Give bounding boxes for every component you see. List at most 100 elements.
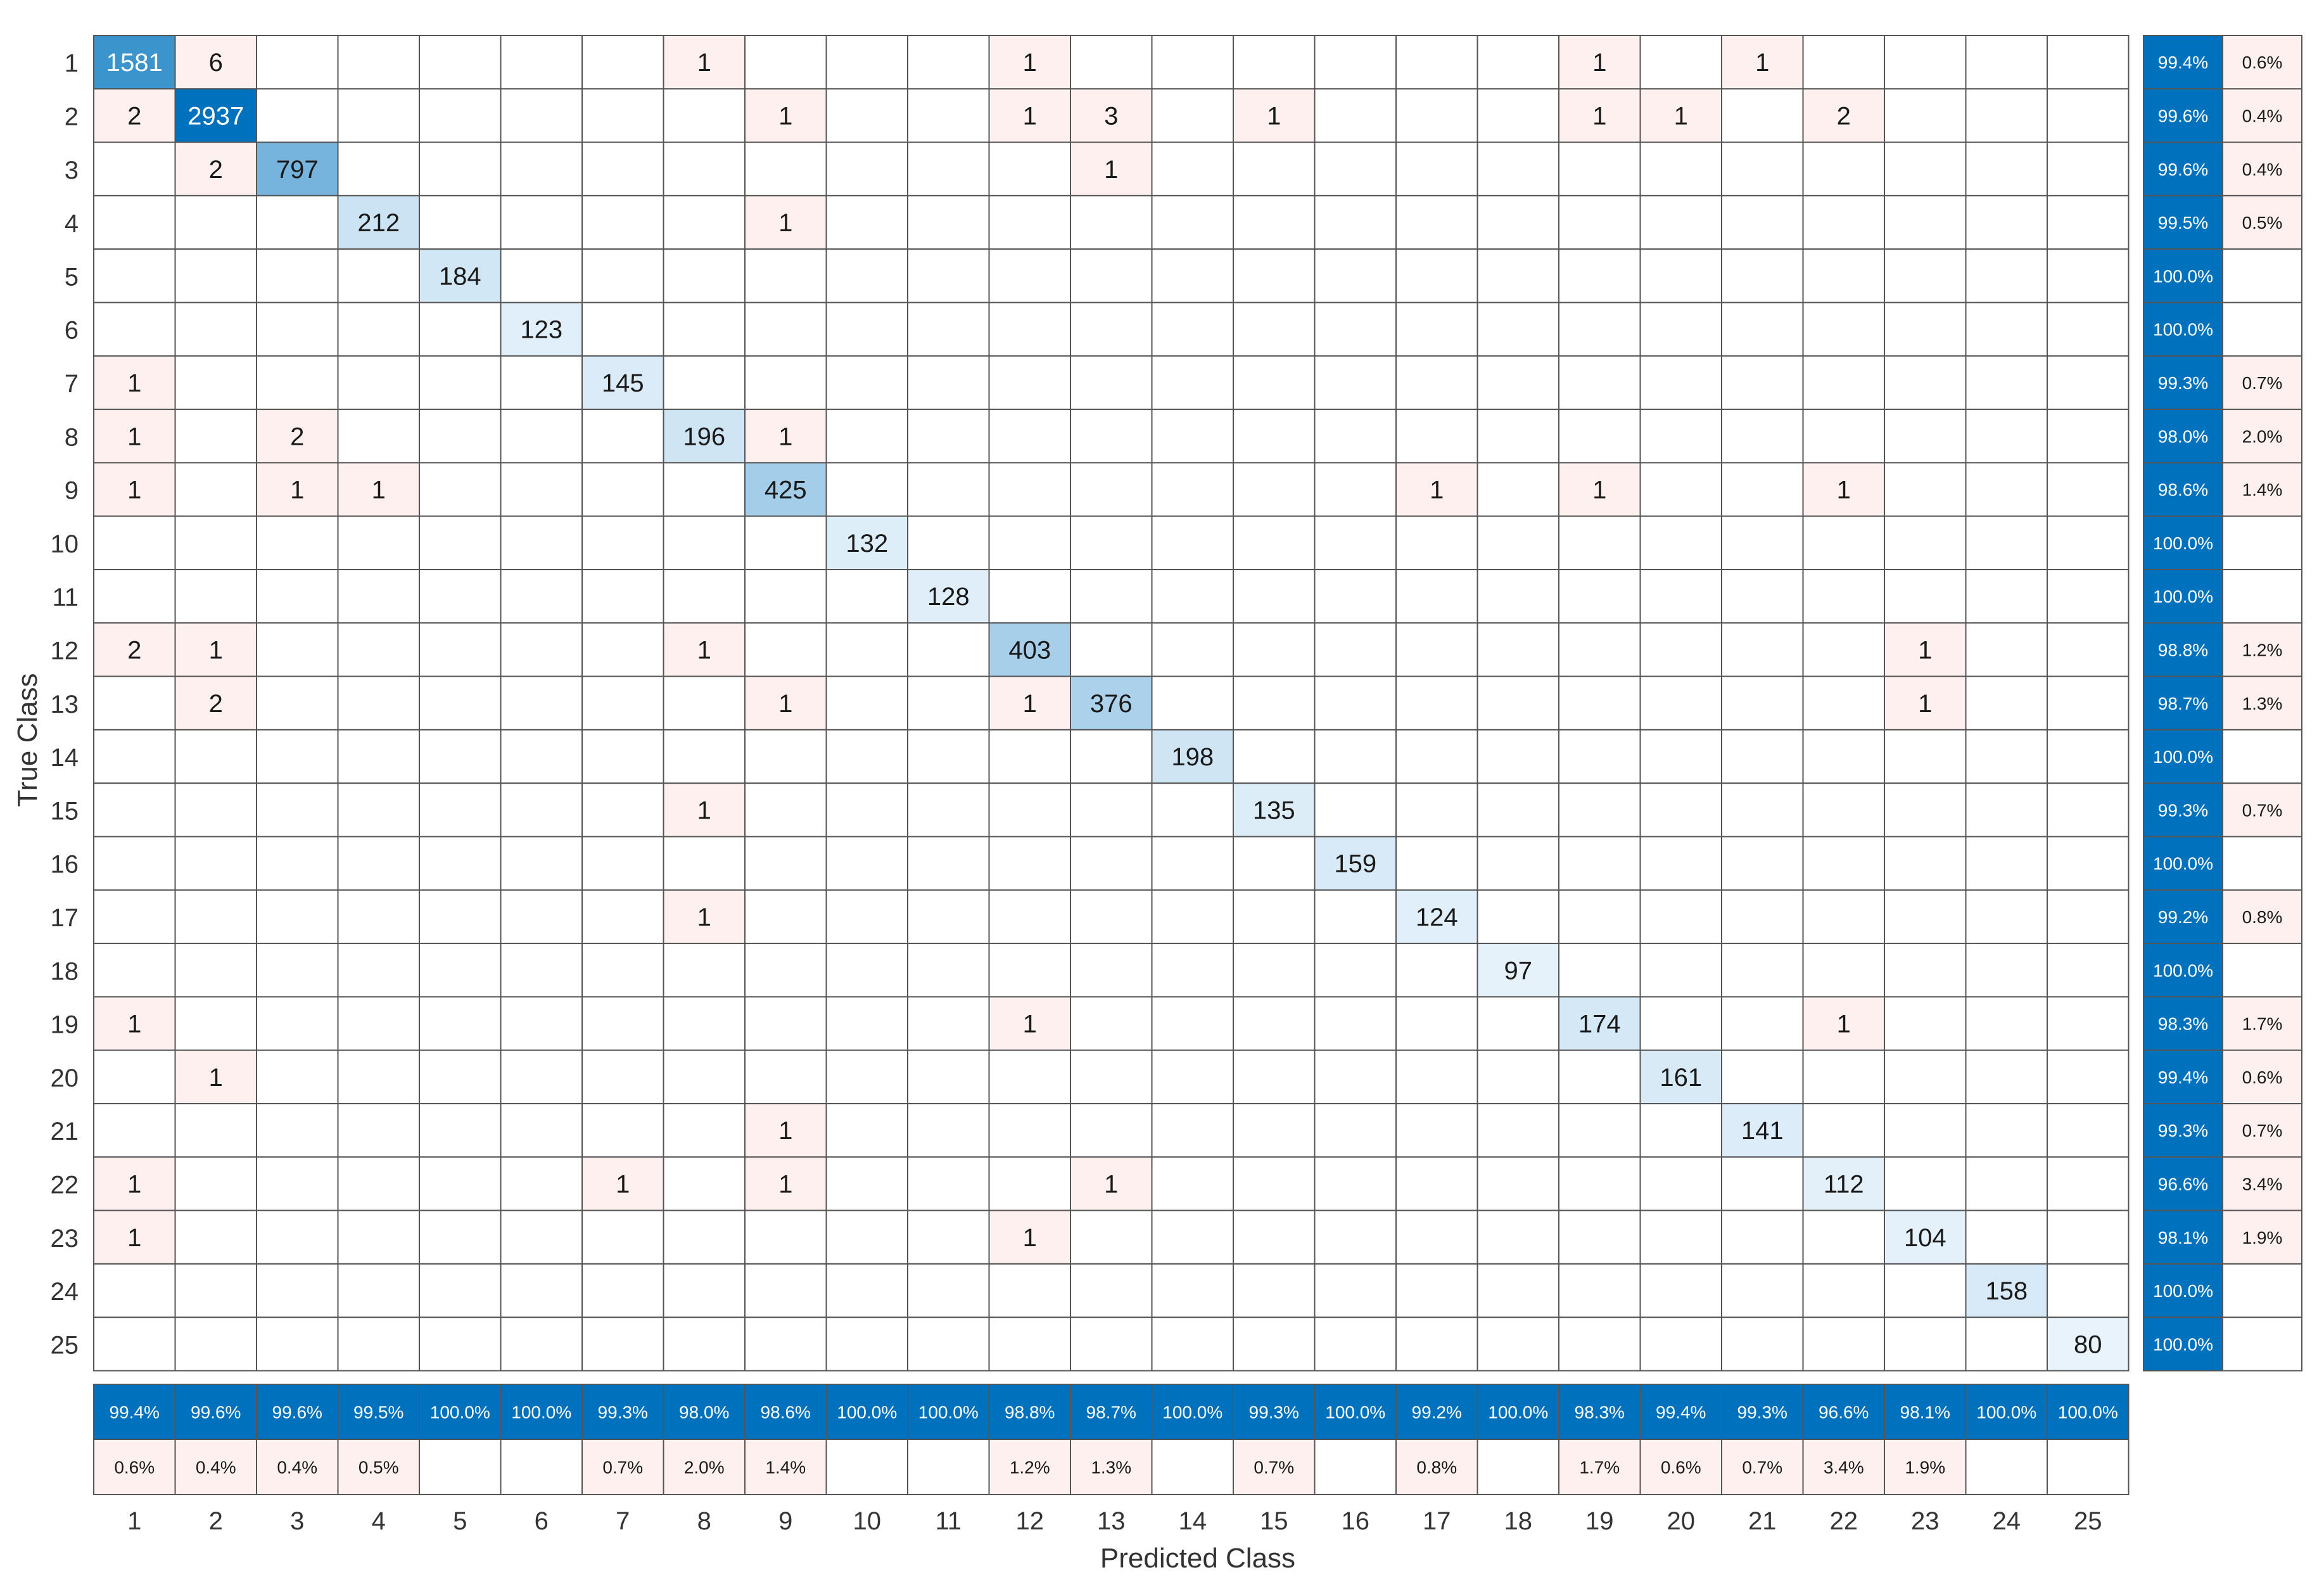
matrix-cell [174, 729, 257, 784]
matrix-cell [256, 943, 339, 998]
y-tick-label: 20 [51, 1064, 79, 1092]
matrix-cell [419, 462, 502, 517]
cell-value-label: 1 [1918, 636, 1932, 664]
matrix-cell [1395, 141, 1478, 196]
matrix-cell [1802, 302, 1885, 357]
matrix-cell [1965, 462, 2048, 517]
matrix-cell [907, 836, 990, 891]
cell-value-label: 1 [1104, 156, 1118, 184]
matrix-cell [825, 729, 908, 784]
matrix-cell [2047, 141, 2130, 196]
matrix-cell [581, 996, 664, 1051]
column-incorrect-label: 0.5% [359, 1458, 399, 1477]
matrix-cell [1070, 1103, 1153, 1158]
matrix-cell [1558, 569, 1641, 624]
matrix-cell [1314, 622, 1397, 677]
column-incorrect-label: 1.4% [765, 1458, 806, 1477]
y-tick-label: 10 [51, 530, 79, 558]
matrix-cell [1639, 1209, 1722, 1265]
x-tick-label: 23 [1911, 1507, 1940, 1535]
matrix-cell [1476, 889, 1559, 945]
matrix-cell [988, 88, 1071, 143]
matrix-cell [174, 622, 257, 677]
matrix-cell [1233, 1049, 1316, 1104]
cell-value-label: 1 [778, 209, 792, 237]
matrix-cell [256, 782, 339, 838]
matrix-cell [1558, 355, 1641, 411]
matrix-cell [988, 355, 1071, 411]
y-tick-label: 24 [51, 1278, 79, 1306]
matrix-cell [256, 1263, 339, 1318]
matrix-cell [337, 1263, 420, 1318]
matrix-cell [500, 1263, 583, 1318]
cell-value-label: 425 [765, 476, 807, 504]
row-incorrect-label: 1.2% [2242, 640, 2283, 660]
matrix-cell [256, 248, 339, 303]
row-correct-label: 100.0% [2153, 960, 2213, 980]
cell-value-label: 797 [276, 156, 319, 184]
matrix-cell [1802, 409, 1885, 464]
matrix-cell [1314, 248, 1397, 303]
row-incorrect-cell [2222, 141, 2302, 196]
matrix-cell [1721, 141, 1804, 196]
column-correct-cell [663, 1384, 746, 1440]
matrix-cell [1721, 88, 1804, 143]
matrix-cell [1802, 1209, 1885, 1265]
matrix-cell [744, 943, 827, 998]
matrix-cell [1965, 889, 2048, 945]
matrix-cell [907, 409, 990, 464]
row-incorrect-label: 2.0% [2242, 426, 2283, 446]
matrix-cell [1884, 248, 1967, 303]
matrix-cell [1558, 409, 1641, 464]
row-incorrect-cell [2222, 1317, 2302, 1372]
matrix-cell [581, 1263, 664, 1318]
matrix-cell [1639, 943, 1722, 998]
matrix-cell [663, 1156, 746, 1211]
matrix-cell [1314, 569, 1397, 624]
x-tick-label: 14 [1179, 1507, 1207, 1535]
matrix-cell [1314, 302, 1397, 357]
matrix-cell [1802, 1049, 1885, 1104]
cell-value-label: 1 [1430, 476, 1444, 504]
matrix-cell [337, 195, 420, 250]
cell-value-label: 1 [1267, 102, 1281, 130]
matrix-cell [174, 943, 257, 998]
matrix-cell [988, 996, 1071, 1051]
row-correct-label: 99.4% [2158, 1068, 2208, 1087]
matrix-cell [907, 675, 990, 730]
matrix-cell [581, 675, 664, 730]
matrix-cell [1476, 675, 1559, 730]
matrix-cell [1233, 622, 1316, 677]
x-tick-label: 9 [778, 1507, 792, 1535]
matrix-cell [1395, 302, 1478, 357]
matrix-cell [1476, 195, 1559, 250]
matrix-cell [1965, 409, 2048, 464]
cell-value-label: 2 [127, 102, 141, 130]
matrix-cell [2047, 302, 2130, 357]
matrix-cell [2047, 569, 2130, 624]
column-incorrect-cell [1070, 1439, 1153, 1495]
matrix-cell [1314, 782, 1397, 838]
matrix-cell [1070, 782, 1153, 838]
row-incorrect-cell [2222, 462, 2302, 517]
matrix-cell [1884, 462, 1967, 517]
row-incorrect-label: 0.7% [2242, 373, 2283, 393]
matrix-cell [419, 675, 502, 730]
matrix-cell [1884, 35, 1967, 90]
matrix-cell [1965, 88, 2048, 143]
matrix-cell [581, 943, 664, 998]
cell-value-label: 1 [1592, 102, 1606, 130]
column-incorrect-cell [256, 1439, 339, 1495]
matrix-cell [337, 996, 420, 1051]
matrix-cell [581, 88, 664, 143]
matrix-cell [2047, 622, 2130, 677]
matrix-cell [1314, 88, 1397, 143]
column-incorrect-cell [93, 1439, 176, 1495]
row-correct-cell [2143, 836, 2223, 891]
matrix-cell [1151, 248, 1234, 303]
matrix-cell [93, 141, 176, 196]
matrix-cell [1802, 569, 1885, 624]
column-correct-label: 100.0% [1976, 1403, 2036, 1422]
y-tick-label: 7 [65, 370, 79, 398]
matrix-cell [419, 355, 502, 411]
